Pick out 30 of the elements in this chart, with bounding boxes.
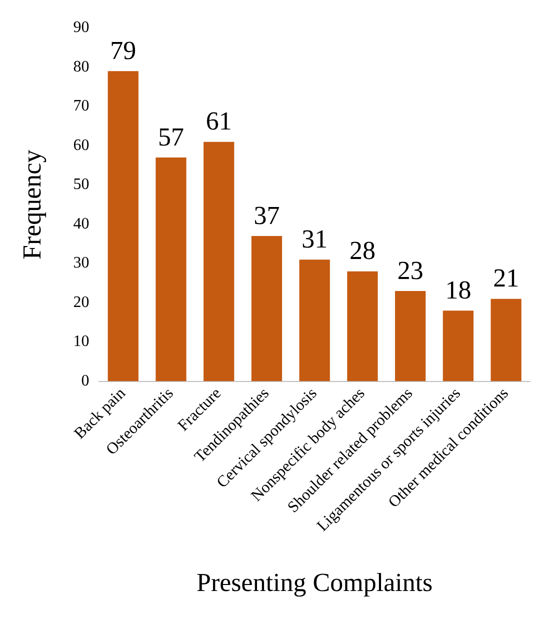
data-label: 37 [254, 200, 280, 230]
data-label: 61 [206, 106, 232, 136]
data-label: 79 [110, 36, 136, 66]
data-label: 23 [397, 256, 424, 285]
bar [347, 271, 378, 382]
y-tick-label: 40 [73, 215, 90, 232]
bar [251, 236, 282, 382]
bar [108, 71, 138, 382]
y-tick-label: 80 [73, 58, 90, 76]
y-tick-label: 70 [73, 98, 90, 115]
bar [395, 290, 426, 382]
y-tick-label: 90 [73, 19, 90, 36]
y-tick-label: 10 [73, 333, 90, 350]
y-tick-label: 0 [81, 372, 90, 390]
data-label: 57 [158, 122, 184, 152]
y-axis-title: Frequency [17, 150, 46, 260]
y-tick-label: 20 [73, 294, 90, 311]
y-tick-label: 50 [73, 176, 90, 194]
bar [156, 158, 186, 382]
y-tick-label: 30 [73, 254, 90, 272]
data-label: 31 [302, 224, 328, 254]
bar [204, 142, 234, 382]
bar [299, 260, 330, 382]
y-tick-label: 60 [73, 136, 90, 154]
data-label: 28 [349, 236, 376, 266]
bar [442, 310, 474, 382]
x-axis-title: Presenting Complaints [196, 568, 433, 598]
bar [490, 298, 522, 382]
data-label: 18 [445, 275, 472, 304]
data-label: 21 [493, 264, 520, 293]
